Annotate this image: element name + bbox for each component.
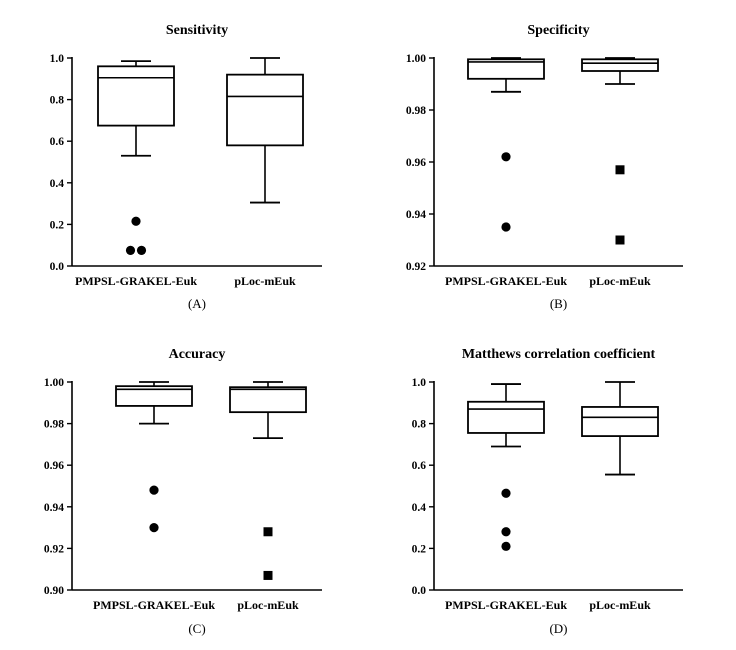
outlier-point (501, 222, 511, 232)
chart-title: Accuracy (169, 347, 226, 362)
box-pmpsl-grakel-euk: PMPSL-GRAKEL-Euk (445, 383, 567, 612)
box-ploc-meuk: pLoc-mEuk (229, 381, 307, 612)
box-iqr (226, 73, 304, 147)
y-tick-label: 0.96 (44, 460, 64, 472)
chart-title: Matthews correlation coefficient (462, 347, 656, 362)
y-tick-label: 0.4 (412, 502, 427, 514)
y-tick-label: 1.00 (44, 377, 64, 389)
category-label: pLoc-mEuk (589, 598, 651, 612)
y-tick-label: 0.0 (50, 261, 65, 273)
panel-label: (D) (549, 621, 567, 636)
y-tick-label: 1.00 (406, 53, 426, 65)
y-tick-label: 0.8 (50, 95, 65, 107)
y-tick-label: 1.0 (412, 377, 427, 389)
y-tick-label: 0.8 (412, 419, 427, 431)
outlier-point (149, 485, 159, 495)
category-label: PMPSL-GRAKEL-Euk (445, 274, 567, 288)
outlier-square (615, 165, 625, 175)
y-tick-label: 0.0 (412, 585, 427, 597)
box-pmpsl-grakel-euk: PMPSL-GRAKEL-Euk (75, 60, 197, 288)
category-label: PMPSL-GRAKEL-Euk (445, 598, 567, 612)
y-tick-label: 0.98 (406, 105, 426, 117)
box-iqr (581, 406, 659, 437)
box-ploc-meuk: pLoc-mEuk (581, 57, 659, 288)
chart-title: Sensitivity (166, 23, 228, 38)
outlier-point (501, 488, 511, 498)
category-label: pLoc-mEuk (237, 598, 299, 612)
panel-a: Sensitivity 0.0 0.2 0.4 0.6 0.8 1.0 PMPSL-GRAKE… (50, 23, 322, 311)
box-iqr (97, 65, 175, 127)
outlier-square (615, 235, 625, 245)
outlier-point (501, 152, 511, 162)
y-tick-label: 1.0 (50, 53, 65, 65)
y-tick-label: 0.98 (44, 419, 64, 431)
panel-label: (C) (188, 621, 205, 636)
y-tick-label: 0.4 (50, 178, 65, 190)
box-pmpsl-grakel-euk: PMPSL-GRAKEL-Euk (93, 381, 215, 612)
outlier-point (149, 523, 159, 533)
y-tick-label: 0.90 (44, 585, 64, 597)
panel-label: (A) (188, 296, 206, 311)
outlier-point (501, 541, 511, 551)
category-label: PMPSL-GRAKEL-Euk (93, 598, 215, 612)
outlier-point (131, 216, 141, 226)
y-tick-label: 0.96 (406, 157, 426, 169)
box-iqr (229, 386, 307, 414)
outlier-point (136, 245, 147, 255)
category-label: pLoc-mEuk (589, 274, 651, 288)
category-label: PMPSL-GRAKEL-Euk (75, 274, 197, 288)
y-tick-label: 0.94 (44, 502, 64, 514)
outlier-square (263, 527, 273, 537)
panel-d: Matthews correlation coefficient 0.0 0.2 0.… (412, 347, 683, 636)
y-tick-label: 0.94 (406, 209, 426, 221)
outlier-square (263, 570, 273, 580)
y-tick-label: 0.6 (412, 460, 427, 472)
box-iqr (581, 58, 659, 72)
box-pmpsl-grakel-euk: PMPSL-GRAKEL-Euk (445, 57, 567, 288)
chart-title: Specificity (527, 23, 589, 38)
panel-label: (B) (550, 296, 567, 311)
category-label: pLoc-mEuk (234, 274, 296, 288)
panel-b: Specificity 0.92 0.94 0.96 0.98 1.00 PMPSL-GRA… (406, 23, 683, 311)
y-tick-label: 0.2 (50, 219, 65, 231)
box-iqr (467, 400, 545, 434)
y-tick-label: 0.2 (412, 543, 427, 555)
box-ploc-meuk: pLoc-mEuk (581, 381, 659, 612)
box-iqr (467, 58, 545, 80)
y-tick-label: 0.6 (50, 136, 65, 148)
box-iqr (115, 385, 193, 407)
outlier-point (501, 527, 511, 537)
box-ploc-meuk: pLoc-mEuk (226, 57, 304, 288)
y-tick-label: 0.92 (406, 261, 426, 273)
panel-c: Accuracy 0.90 0.92 0.94 0.96 0.98 1.00 PMPSL-GR… (44, 347, 322, 636)
outlier-point (125, 245, 136, 255)
y-tick-label: 0.92 (44, 543, 64, 555)
